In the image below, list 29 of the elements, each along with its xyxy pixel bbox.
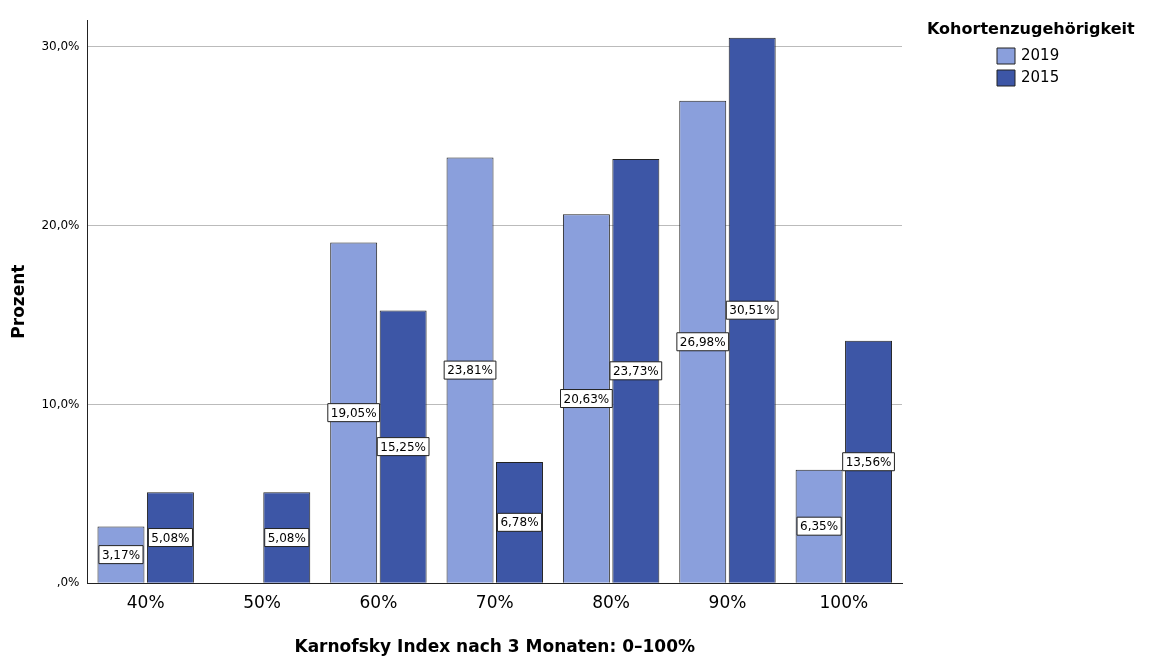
data-label: 23,73% xyxy=(612,363,659,378)
legend-title: Kohortenzugehörigkeit xyxy=(927,19,1136,39)
y-tick-label: 20,0% xyxy=(41,217,80,232)
x-tick-label: 50% xyxy=(243,591,281,612)
x-axis-title: Karnofsky Index nach 3 Monaten: 0–100% xyxy=(294,636,696,657)
y-tick-label: ,0% xyxy=(56,575,80,590)
legend-label: 2015 xyxy=(1021,67,1060,86)
data-label: 13,56% xyxy=(845,454,892,469)
x-tick-label: 90% xyxy=(708,591,747,612)
y-tick-label: 30,0% xyxy=(41,38,80,53)
data-label: 6,35% xyxy=(800,519,839,534)
x-tick-label: 60% xyxy=(359,591,398,612)
data-label: 26,98% xyxy=(679,334,726,349)
data-label: 23,81% xyxy=(447,363,493,378)
x-tick-label: 80% xyxy=(592,591,631,612)
x-tick-label: 70% xyxy=(475,591,514,612)
x-tick-label: 100% xyxy=(819,591,869,612)
data-label: 15,25% xyxy=(380,439,427,454)
y-tick-label: 10,0% xyxy=(41,396,80,411)
data-label: 6,78% xyxy=(500,515,539,530)
legend-label: 2019 xyxy=(1021,45,1060,64)
data-label: 3,17% xyxy=(101,547,141,562)
data-label: 20,63% xyxy=(563,391,610,406)
y-axis-title: Prozent xyxy=(7,264,28,339)
x-tick-label: 40% xyxy=(126,591,165,612)
data-label: 19,05% xyxy=(330,405,377,420)
data-label: 5,08% xyxy=(267,530,306,545)
data-label: 30,51% xyxy=(729,303,776,318)
data-label: 5,08% xyxy=(151,530,190,545)
